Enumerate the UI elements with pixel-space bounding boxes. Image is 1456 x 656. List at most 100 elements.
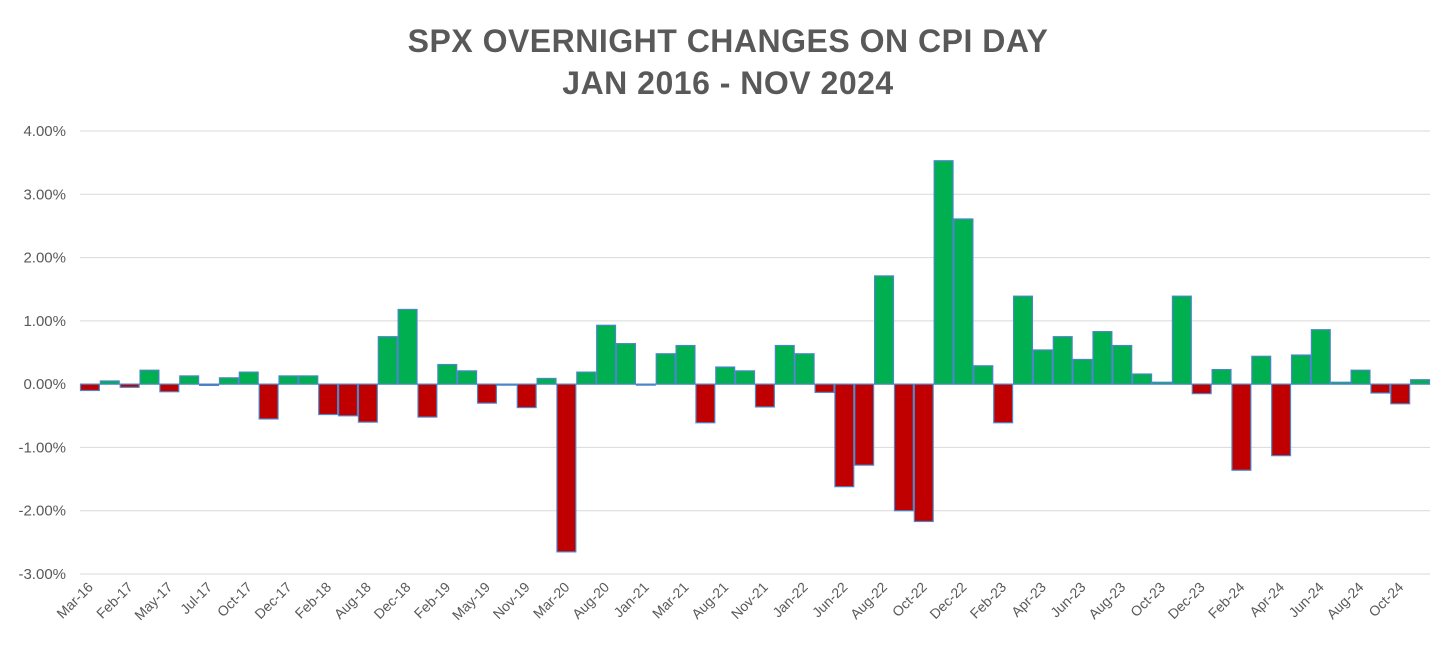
bar [496,383,517,386]
x-tick-label: Nov-21 [728,579,771,622]
bar [754,383,775,408]
x-tick-label: Jul-17 [177,579,215,617]
bar [596,324,617,385]
bar [913,383,934,523]
bar [298,375,319,385]
x-tick-label: Mar-21 [649,579,692,622]
bar [1112,344,1133,385]
bar [1151,381,1173,385]
x-tick-label: Oct-23 [1127,579,1168,620]
bar [834,383,855,488]
bar [1072,358,1093,385]
bar [417,383,438,418]
bar [1290,354,1311,385]
bar [278,375,299,385]
y-tick-label: -1.00% [18,439,66,456]
x-tick-label: Aug-23 [1085,579,1128,622]
bar [556,383,577,553]
bar [1390,383,1411,405]
bar [377,336,398,385]
bar [318,383,339,416]
bar [973,365,994,385]
bar [1191,383,1212,395]
x-tick-label: Dec-23 [1165,579,1208,622]
x-tick-label: Jun-22 [809,579,851,621]
bar [1012,295,1034,385]
x-tick-label: Nov-19 [490,579,533,622]
y-tick-label: 1.00% [23,313,66,330]
y-tick-label: -3.00% [18,566,66,583]
bar [1310,329,1331,385]
x-tick-label: May-19 [449,579,493,623]
bar [437,363,458,385]
bar [794,353,815,385]
bar [1271,383,1292,457]
x-tick-label: Mar-16 [53,579,96,622]
bar [735,370,756,385]
bar [1052,336,1073,385]
x-tick-label: Dec-22 [926,579,969,622]
bar [635,383,656,386]
x-tick-label: Aug-24 [1323,579,1366,622]
x-tick-label: Feb-19 [411,579,454,622]
x-tick-label: Feb-24 [1205,579,1248,622]
y-tick-label: 2.00% [23,250,66,267]
bar [953,218,974,385]
bar [159,383,180,393]
bar [615,343,636,385]
x-tick-label: Oct-17 [214,579,255,620]
bar [179,375,200,385]
chart-subtitle: JAN 2016 - NOV 2024 [562,65,894,101]
x-tick-label: Aug-22 [847,579,890,622]
bar [1132,373,1153,385]
x-tick-label: Aug-18 [331,579,374,622]
bar [1330,381,1351,385]
bar [119,383,140,388]
x-tick-label: Jan-22 [769,579,811,621]
bar [1092,331,1113,385]
bar [99,380,120,385]
x-tick-label: Oct-22 [889,579,930,620]
bar [854,383,875,466]
x-tick-label: Jun-23 [1047,579,1089,621]
bar [695,383,716,424]
bar [397,308,418,385]
y-tick-label: 4.00% [23,123,66,140]
bar [536,377,557,385]
bar [993,383,1014,424]
bar [774,344,795,385]
bar [814,383,835,393]
bar [576,371,597,385]
bar [199,383,220,387]
bar [238,371,259,385]
bar [476,383,498,404]
y-tick-label: -2.00% [18,503,66,520]
y-axis-ticks: 4.00% 3.00% 2.00% 1.00% 0.00% -1.00% -2.00% -3.… [18,123,66,583]
chart-title: SPX OVERNIGHT CHANGES ON CPI DAY [407,23,1049,59]
x-tick-label: Jan-21 [610,579,652,621]
y-tick-label: 0.00% [23,376,66,393]
bar [337,383,359,417]
x-tick-label: Apr-23 [1008,579,1049,620]
y-tick-label: 3.00% [23,186,66,203]
x-tick-label: Dec-18 [370,579,413,622]
bar [655,353,676,385]
bar [893,383,914,512]
bar [874,275,895,385]
bar [258,383,279,420]
bar [218,377,239,385]
x-tick-label: May-17 [131,579,175,623]
x-tick-label: Feb-23 [967,579,1010,622]
x-tick-label: Aug-21 [688,579,731,622]
bar [1410,379,1431,385]
bar [1171,295,1192,385]
x-tick-label: Apr-24 [1246,579,1287,620]
x-tick-label: Aug-20 [569,579,612,622]
bar [1231,383,1252,471]
x-tick-label: Jun-24 [1285,579,1327,621]
bars [79,160,1431,553]
bar [1032,349,1053,385]
